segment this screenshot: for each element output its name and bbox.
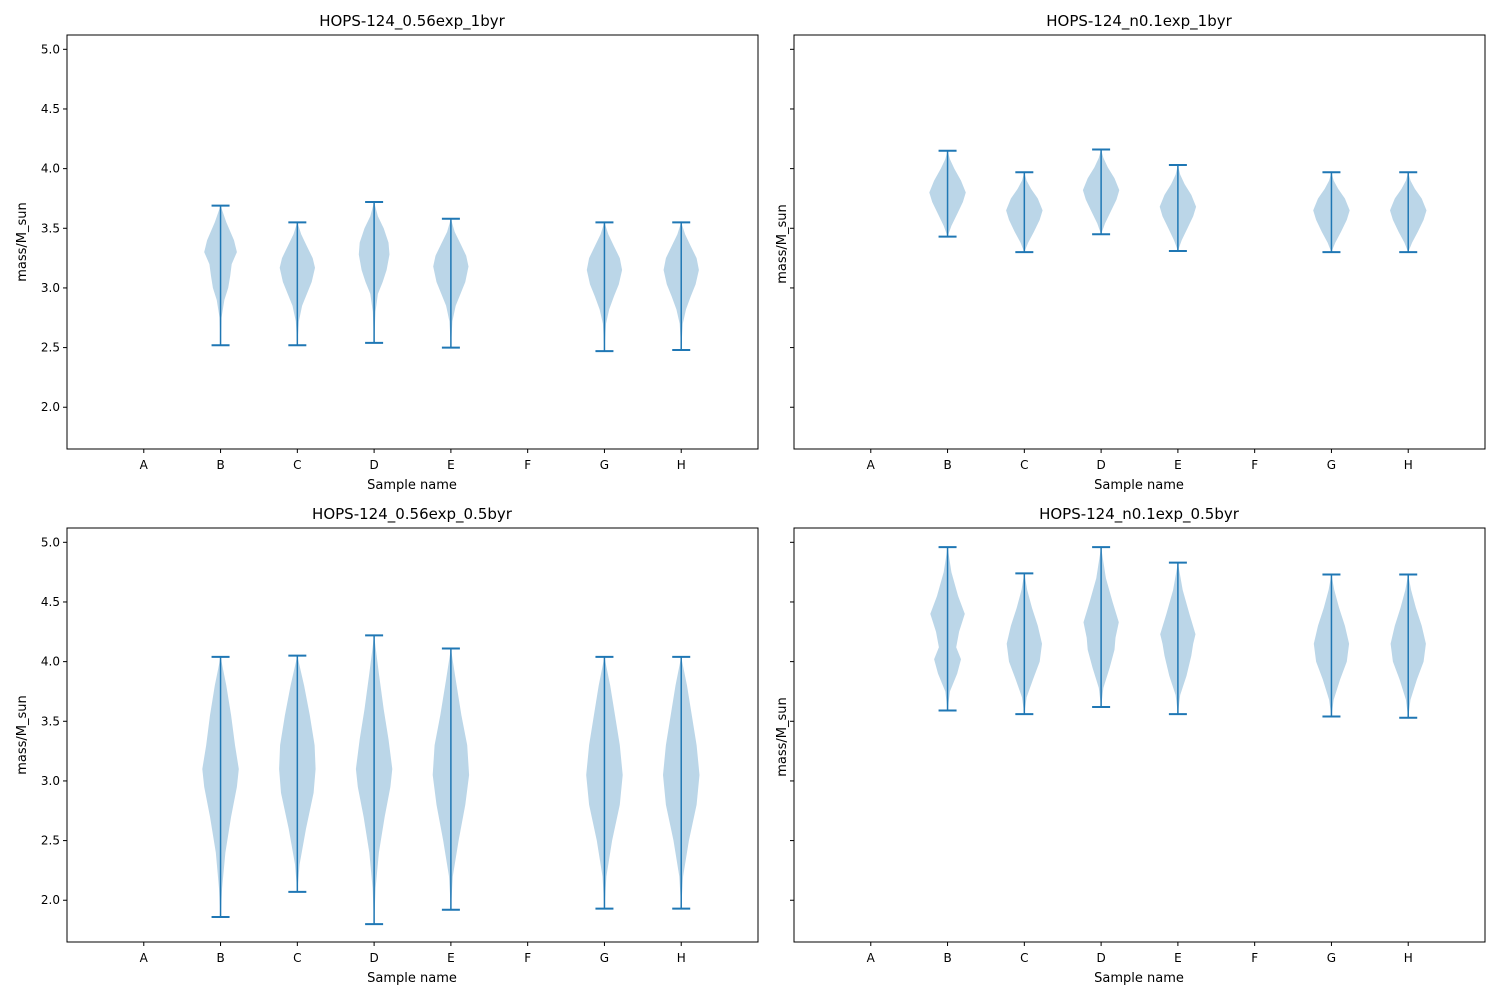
x-tick-label: H	[1404, 951, 1413, 965]
x-tick-label: H	[677, 458, 686, 472]
x-tick-label: B	[943, 951, 951, 965]
y-axis-label: mass/M_sun	[775, 697, 790, 777]
x-tick-label: C	[1020, 951, 1028, 965]
x-tick-label: E	[1174, 458, 1182, 472]
x-tick-label: B	[216, 458, 224, 472]
y-tick-label: 4.0	[41, 655, 60, 669]
x-tick-label: F	[524, 951, 531, 965]
x-tick-label: D	[369, 458, 378, 472]
subplot-title: HOPS-124_0.56exp_0.5byr	[312, 505, 513, 524]
x-tick-label: C	[293, 458, 301, 472]
axes-frame	[66, 34, 759, 450]
y-tick-label: 3.0	[41, 774, 60, 788]
y-tick-label: 5.0	[41, 42, 60, 56]
y-tick-label: 2.0	[41, 400, 60, 414]
plot-area: A B C D E F G H	[790, 527, 1486, 965]
subplot-bottom-left: HOPS-124_0.56exp_0.5byr Sample name mass…	[15, 505, 759, 986]
axes-frame	[66, 527, 759, 943]
x-axis-label: Sample name	[367, 971, 457, 986]
x-tick-label: C	[293, 951, 301, 965]
y-tick-label: 5.0	[41, 535, 60, 549]
subplot-title: HOPS-124_n0.1exp_0.5byr	[1039, 505, 1240, 524]
x-tick-label: D	[1096, 951, 1105, 965]
subplot-bottom-right: HOPS-124_n0.1exp_0.5byr Sample name mass…	[775, 505, 1486, 986]
x-tick-label: G	[1327, 458, 1336, 472]
y-tick-label: 4.0	[41, 162, 60, 176]
y-tick-label: 2.5	[41, 341, 60, 355]
x-axis-label: Sample name	[367, 478, 457, 493]
x-tick-label: F	[1251, 458, 1258, 472]
y-tick-label: 2.0	[41, 893, 60, 907]
y-tick-label: 2.5	[41, 834, 60, 848]
x-tick-label: D	[1096, 458, 1105, 472]
x-tick-label: G	[600, 458, 609, 472]
x-tick-label: G	[1327, 951, 1336, 965]
x-tick-label: F	[1251, 951, 1258, 965]
y-axis-label: mass/M_sun	[15, 695, 30, 775]
y-axis-label: mass/M_sun	[775, 204, 790, 284]
axes-frame	[793, 527, 1486, 943]
y-tick-label: 3.5	[41, 714, 60, 728]
y-tick-label: 4.5	[41, 595, 60, 609]
subplot-title: HOPS-124_n0.1exp_1byr	[1046, 12, 1232, 31]
x-tick-label: A	[867, 951, 876, 965]
subplot-title: HOPS-124_0.56exp_1byr	[319, 12, 505, 31]
subplot-top-left: HOPS-124_0.56exp_1byr Sample name mass/M…	[15, 12, 759, 493]
x-tick-label: E	[1174, 951, 1182, 965]
x-tick-label: D	[369, 951, 378, 965]
x-axis-label: Sample name	[1094, 478, 1184, 493]
x-tick-label: A	[867, 458, 876, 472]
y-tick-label: 3.5	[41, 221, 60, 235]
x-tick-label: C	[1020, 458, 1028, 472]
axes-frame	[793, 34, 1486, 450]
plot-area: A B C D E F G H	[790, 34, 1486, 472]
y-tick-label: 4.5	[41, 102, 60, 116]
x-tick-label: G	[600, 951, 609, 965]
x-tick-label: B	[943, 458, 951, 472]
x-tick-label: F	[524, 458, 531, 472]
x-axis-label: Sample name	[1094, 971, 1184, 986]
x-tick-label: A	[140, 458, 149, 472]
x-tick-label: E	[447, 458, 455, 472]
plot-area: A B C D E F G H 2.0 2.5 3.0 3.5 4.0 4.5 5.0	[41, 34, 759, 472]
x-tick-label: H	[1404, 458, 1413, 472]
y-axis-label: mass/M_sun	[15, 202, 30, 282]
x-tick-label: A	[140, 951, 149, 965]
x-tick-label: B	[216, 951, 224, 965]
x-tick-label: H	[677, 951, 686, 965]
x-tick-label: E	[447, 951, 455, 965]
plot-area: A B C D E F G H 2.0 2.5 3.0 3.5 4.0 4.5 5.0	[41, 527, 759, 965]
y-tick-label: 3.0	[41, 281, 60, 295]
subplot-top-right: HOPS-124_n0.1exp_1byr Sample name mass/M…	[775, 12, 1486, 493]
